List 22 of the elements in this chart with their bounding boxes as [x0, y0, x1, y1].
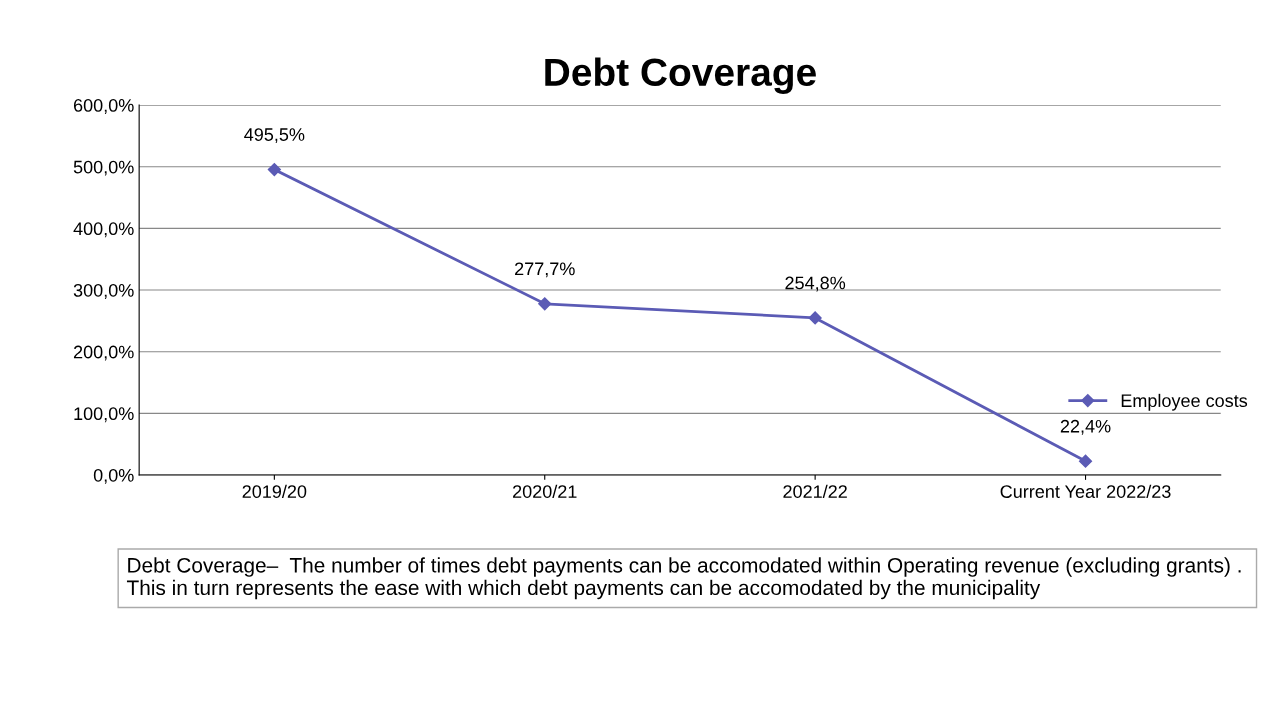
- legend-label: Employee costs: [1121, 393, 1248, 411]
- y-tick-label: 600,0%: [73, 99, 134, 114]
- point: [808, 311, 822, 325]
- x-tick-label: 2020/21: [513, 484, 577, 498]
- chart-title: Debt Coverage: [545, 57, 816, 94]
- point: [1078, 454, 1093, 468]
- x-tick-label: 2019/20: [242, 484, 307, 498]
- data-label: 277,7%: [515, 262, 575, 278]
- y-tick-label: 0,0%: [93, 468, 134, 484]
- text: Debt Coverage– The number of times debt payments can be accomodated within Operating revenue (excluding grants) . This in turn represents the ease with which debt payments can be accomodated by the municipality: [126, 557, 1241, 600]
- data-label: 22,4%: [1060, 419, 1111, 435]
- y-tick-label: 200,0%: [73, 345, 134, 361]
- data-label: 254,8%: [785, 276, 846, 292]
- point: [267, 162, 281, 177]
- data-label: 495,5%: [244, 128, 305, 144]
- y-tick-label: 400,0%: [73, 222, 134, 238]
- y-tick-label: 300,0%: [73, 283, 134, 299]
- x-tick-label: 2021/22: [783, 484, 847, 498]
- x-tick-label: Current Year 2022/23: [1000, 484, 1171, 498]
- point: [538, 297, 552, 311]
- y-tick-label: 500,0%: [73, 160, 134, 176]
- y-tick-label: 100,0%: [74, 407, 134, 423]
